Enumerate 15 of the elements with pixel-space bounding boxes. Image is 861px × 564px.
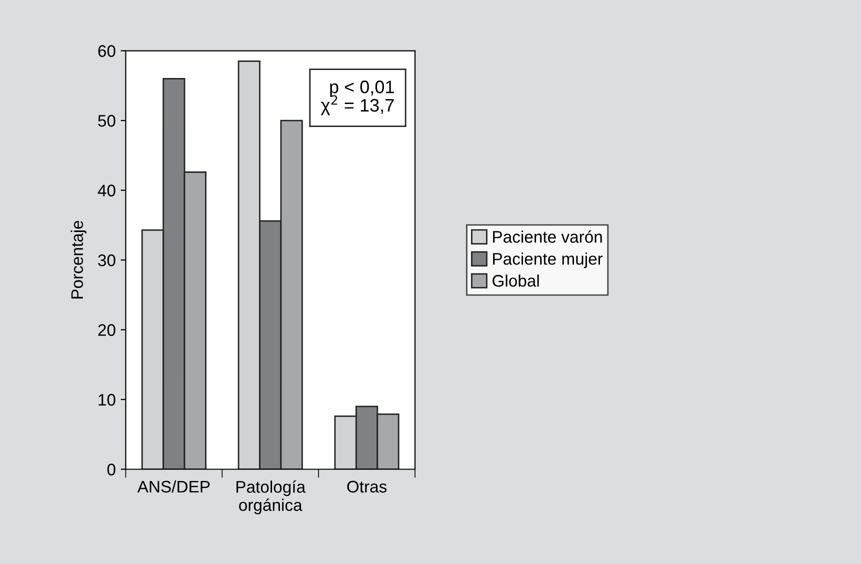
y-tick-label: 60 <box>98 45 116 57</box>
y-axis-title: Porcentaje <box>70 220 86 298</box>
y-tick-label: 20 <box>98 324 116 336</box>
x-tick-label: ANS/DEP <box>137 480 210 493</box>
annotation: p < 0,01 χ$^{2}$ = 13,7 <box>320 80 394 116</box>
legend-label: Paciente varón <box>493 230 602 243</box>
y-tick-label: 0 <box>107 464 116 476</box>
y-tick-label: 10 <box>98 394 116 406</box>
y-tick-label: 40 <box>98 184 116 196</box>
y-tick-label: 50 <box>98 114 116 127</box>
y-tick-label: 30 <box>98 254 116 266</box>
legend-label: Paciente mujer <box>493 252 603 268</box>
x-tick-label: Patología orgánica <box>236 480 306 514</box>
legend-label: Global <box>492 274 539 287</box>
x-tick-label: Otras <box>347 480 387 493</box>
